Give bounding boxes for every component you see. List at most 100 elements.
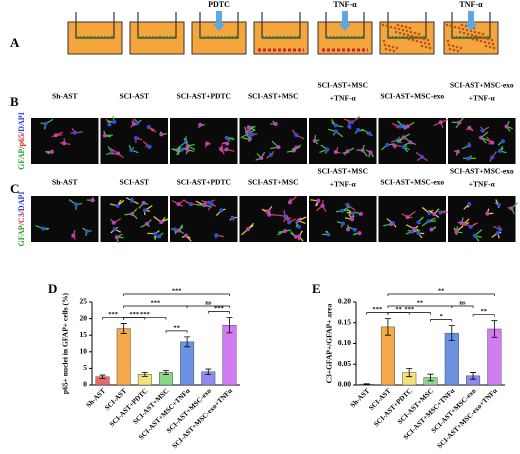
nucleus (367, 131, 372, 136)
exosome (481, 32, 485, 36)
exosome (422, 37, 426, 41)
significance-bracket (430, 319, 453, 322)
significance-bracket (387, 312, 431, 315)
nucleus (509, 206, 514, 211)
exosome (473, 30, 477, 34)
exosome (474, 34, 478, 38)
nucleus (115, 203, 120, 208)
nucleus (347, 124, 352, 129)
exosome (392, 49, 396, 53)
nucleus (467, 143, 472, 148)
nucleus (188, 202, 193, 207)
exosome (414, 35, 418, 39)
exosome (491, 42, 495, 46)
significance-label: * (440, 313, 443, 320)
nucleus (479, 135, 484, 140)
micrograph (448, 196, 519, 242)
nucleus (176, 202, 181, 207)
exosome (418, 36, 422, 40)
y-tick-label: 0 (83, 380, 87, 389)
exosome (410, 34, 414, 38)
column-label: +TNF-α (469, 180, 496, 189)
nucleus (273, 121, 278, 126)
micrograph-bg (378, 196, 446, 242)
micrograph (170, 118, 238, 164)
nucleus (283, 229, 288, 234)
nucleus (294, 145, 299, 150)
exosome (413, 31, 417, 35)
error-bar (184, 336, 191, 348)
nucleus (147, 144, 152, 149)
exosome (445, 23, 449, 27)
nucleus (467, 202, 472, 207)
nucleus (498, 227, 503, 232)
error-bar (406, 368, 413, 378)
exosome (479, 39, 483, 43)
exosome (396, 23, 400, 27)
y-tick-label: 0.00 (338, 380, 351, 389)
nucleus (325, 147, 330, 152)
nucleus (340, 221, 345, 226)
nucleus (207, 200, 212, 205)
arrow (465, 11, 477, 31)
nucleus (133, 136, 138, 141)
y-tick-label: 20 (80, 313, 88, 322)
nucleus (282, 214, 287, 219)
nucleus (385, 142, 390, 147)
significance-bracket (472, 314, 495, 317)
significance-label: ns (459, 299, 466, 306)
nucleus (276, 145, 281, 150)
nucleus (266, 209, 271, 214)
exosome (395, 46, 399, 50)
panel-label: C (10, 181, 19, 196)
nucleus (432, 212, 437, 217)
exosome (447, 43, 451, 47)
stain-part: GFAP (17, 225, 26, 246)
exosome (383, 43, 387, 47)
exosome (394, 30, 398, 34)
nucleus (183, 233, 188, 238)
exosome (387, 44, 391, 48)
nucleus (224, 147, 229, 152)
nucleus (41, 226, 46, 231)
column-label: SCI-AST+MSC (248, 178, 299, 187)
bar (116, 328, 131, 386)
exosome (471, 37, 475, 41)
nucleus (49, 149, 54, 154)
panel-label: B (10, 94, 19, 109)
nucleus (142, 208, 147, 213)
column-label: Sh-AST (52, 92, 77, 101)
exosome (406, 33, 410, 37)
error-bar (427, 373, 434, 382)
nucleus (185, 148, 190, 153)
exosome (459, 46, 463, 50)
column-label: Sh-AST (52, 178, 77, 187)
micrograph (239, 118, 307, 164)
nucleus (420, 154, 425, 159)
significance-label: ns (205, 299, 212, 306)
stain-part: /C3 (17, 213, 26, 226)
exosome (452, 48, 456, 52)
exosome (492, 46, 496, 50)
nucleus (356, 127, 361, 132)
exosome (453, 25, 457, 29)
exosome (400, 24, 404, 28)
nucleus (144, 221, 149, 226)
stain-part: GFAP (17, 149, 26, 170)
nucleus (389, 222, 394, 227)
nucleus (159, 220, 164, 225)
nucleus (408, 140, 413, 145)
significance-label: *** (108, 311, 118, 318)
exosome (449, 24, 453, 28)
nucleus (395, 138, 400, 143)
nucleus (333, 123, 338, 128)
nucleus (345, 227, 350, 232)
nucleus (334, 129, 339, 134)
nucleus (401, 145, 406, 150)
nucleus (349, 120, 354, 125)
nucleus (490, 155, 495, 160)
nucleus (397, 124, 402, 129)
bar (180, 341, 195, 386)
nucleus (245, 227, 250, 232)
nucleus (43, 121, 48, 126)
